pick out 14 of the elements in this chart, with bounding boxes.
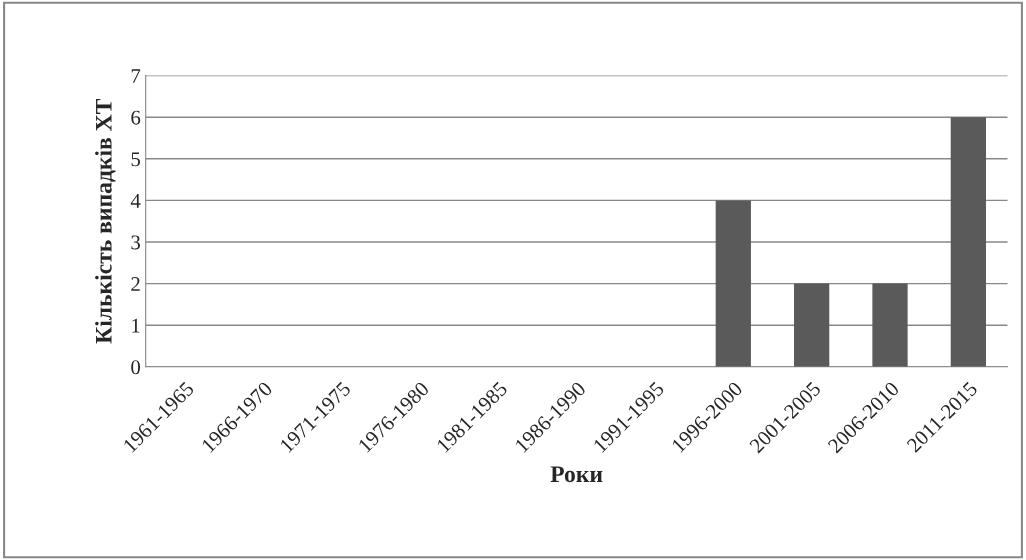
bar — [872, 283, 908, 367]
y-tick-label: 1 — [132, 318, 140, 333]
bar — [794, 283, 830, 367]
bar — [950, 117, 986, 367]
y-tick-label: 5 — [131, 152, 141, 167]
y-tick-label: 6 — [131, 110, 141, 125]
y-tick-label: 3 — [131, 235, 141, 250]
y-tick-label: 2 — [131, 277, 140, 291]
y-axis-title: Кількість випадків ХТ — [95, 98, 116, 344]
bar — [715, 200, 751, 367]
y-tick-label: 4 — [130, 193, 141, 208]
y-tick-label: 0 — [131, 360, 141, 375]
y-tick-label: 7 — [131, 69, 141, 83]
x-axis-title: Роки — [550, 466, 603, 483]
